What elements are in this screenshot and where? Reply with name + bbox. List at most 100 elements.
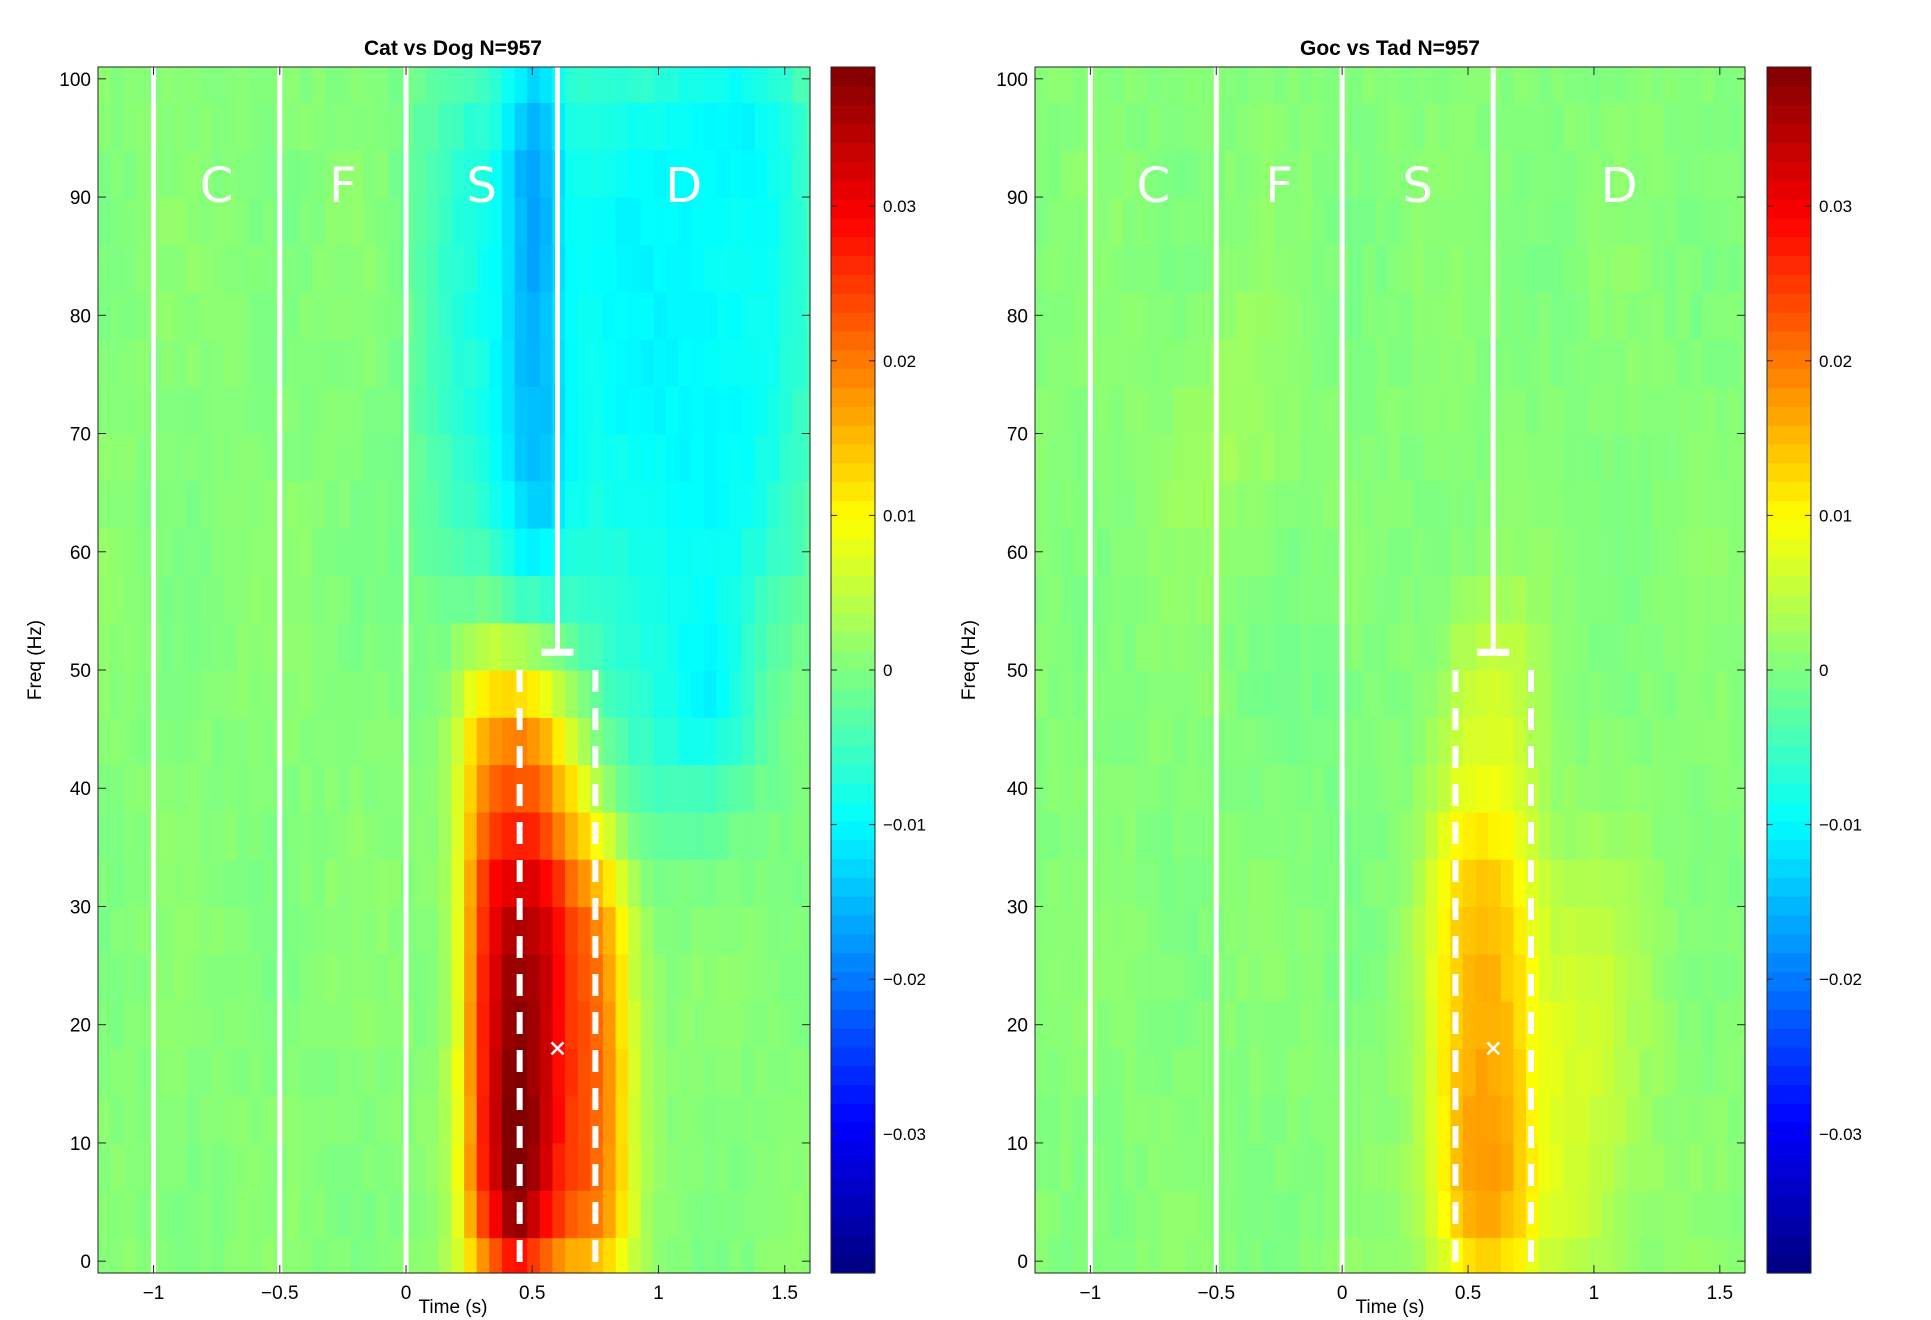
heatmap-cell — [1186, 102, 1200, 151]
heatmap-cell — [426, 244, 440, 293]
heatmap-cell — [1601, 197, 1615, 245]
heatmap-cell — [173, 291, 187, 340]
heatmap-cell — [653, 386, 667, 435]
heatmap-cell — [451, 149, 465, 198]
heatmap-cell — [1626, 291, 1640, 340]
heatmap-cell — [388, 622, 402, 671]
heatmap-cell — [1614, 859, 1628, 908]
heatmap-cell — [1513, 764, 1527, 813]
heatmap-cell — [110, 102, 124, 151]
heatmap-cell — [741, 433, 756, 482]
colorbar-swatch — [1767, 820, 1811, 841]
heatmap-cell — [666, 1142, 680, 1191]
heatmap-cell — [1437, 338, 1452, 387]
heatmap-cell — [1412, 1142, 1426, 1191]
heatmap-cell — [1072, 622, 1086, 671]
heatmap-cell — [464, 480, 478, 529]
heatmap-cell — [1525, 386, 1540, 435]
heatmap-cell — [123, 433, 137, 482]
heatmap-cell — [413, 244, 427, 293]
heatmap-cell — [640, 811, 655, 860]
heatmap-cell — [249, 244, 263, 293]
heatmap-cell — [1412, 811, 1426, 860]
heatmap-cell — [123, 622, 137, 671]
heatmap-cell — [1173, 622, 1187, 671]
heatmap-cell — [1727, 291, 1741, 340]
heatmap-cell — [1072, 1048, 1086, 1097]
heatmap-cell — [1689, 906, 1703, 955]
heatmap-cell — [1689, 102, 1703, 151]
heatmap-cell — [1425, 859, 1439, 908]
heatmap-cell — [135, 480, 150, 529]
heatmap-cell — [1148, 338, 1162, 387]
heatmap-cell — [312, 1001, 326, 1049]
heatmap-cell — [565, 1190, 579, 1239]
heatmap-cell — [754, 338, 768, 387]
heatmap-cell — [451, 622, 465, 671]
heatmap-cell — [1412, 1237, 1426, 1274]
heatmap-cell — [312, 338, 326, 387]
heatmap-cell — [1563, 575, 1577, 624]
colorbar-swatch — [1767, 877, 1811, 897]
heatmap-cell — [1425, 1142, 1439, 1191]
heatmap-cell — [123, 1142, 137, 1191]
heatmap-cell — [754, 528, 768, 577]
heatmap-cell — [1614, 197, 1628, 245]
heatmap-cell — [804, 859, 811, 908]
y-tick-label: 80 — [70, 306, 91, 327]
heatmap-cell — [1576, 197, 1590, 245]
heatmap-cell — [1450, 197, 1464, 245]
heatmap-cell — [1677, 480, 1691, 529]
colorbar-swatch — [831, 519, 875, 539]
y-tick-label: 50 — [1007, 661, 1028, 682]
heatmap-cell — [1538, 1095, 1552, 1144]
heatmap-cell — [1236, 386, 1250, 435]
heatmap-cell — [1311, 528, 1326, 577]
heatmap-cell — [489, 953, 503, 1002]
heatmap-cell — [779, 622, 793, 671]
heatmap-cell — [350, 1237, 364, 1274]
phase-label: D — [665, 158, 702, 214]
heatmap-cell — [779, 291, 793, 340]
heatmap-cell — [1425, 1001, 1439, 1049]
heatmap-cell — [1060, 197, 1074, 245]
heatmap-cell — [1286, 953, 1300, 1002]
heatmap-cell — [375, 1142, 389, 1191]
heatmap-cell — [1500, 102, 1514, 151]
heatmap-cell — [527, 67, 541, 104]
heatmap-cell — [1374, 291, 1389, 340]
heatmap-cell — [123, 197, 137, 245]
heatmap-cell — [312, 386, 326, 435]
heatmap-cell — [779, 338, 793, 387]
heatmap-cell — [123, 480, 137, 529]
heatmap-cell — [135, 811, 150, 860]
heatmap-cell — [1425, 433, 1439, 482]
heatmap-cell — [375, 1237, 389, 1274]
heatmap-cell — [161, 149, 175, 198]
heatmap-cell — [1702, 149, 1716, 198]
heatmap-cell — [1677, 1001, 1691, 1049]
heatmap-cell — [1047, 1048, 1061, 1097]
heatmap-cell — [135, 1237, 150, 1274]
y-tick-label: 30 — [1007, 897, 1028, 918]
heatmap-cell — [262, 433, 276, 482]
heatmap-cell — [262, 1142, 276, 1191]
heatmap-cell — [1299, 67, 1313, 104]
heatmap-cell — [628, 480, 642, 529]
heatmap-cell — [1261, 906, 1275, 955]
heatmap-cell — [1475, 1095, 1489, 1144]
x-tick-label: 1.5 — [1707, 1283, 1733, 1304]
heatmap-cell — [1739, 149, 1746, 198]
heatmap-cell — [1362, 859, 1376, 908]
heatmap-cell — [1639, 1095, 1653, 1144]
heatmap-cell — [1110, 528, 1124, 577]
heatmap-cell — [1286, 102, 1300, 151]
heatmap-cell — [1198, 433, 1212, 482]
heatmap-cell — [1286, 433, 1300, 482]
heatmap-cell — [211, 197, 225, 245]
heatmap-cell — [1374, 764, 1389, 813]
colorbar-swatch — [831, 123, 875, 143]
heatmap-cell — [602, 953, 617, 1002]
heatmap-cell — [1400, 1095, 1414, 1144]
heatmap-cell — [1538, 1001, 1552, 1049]
